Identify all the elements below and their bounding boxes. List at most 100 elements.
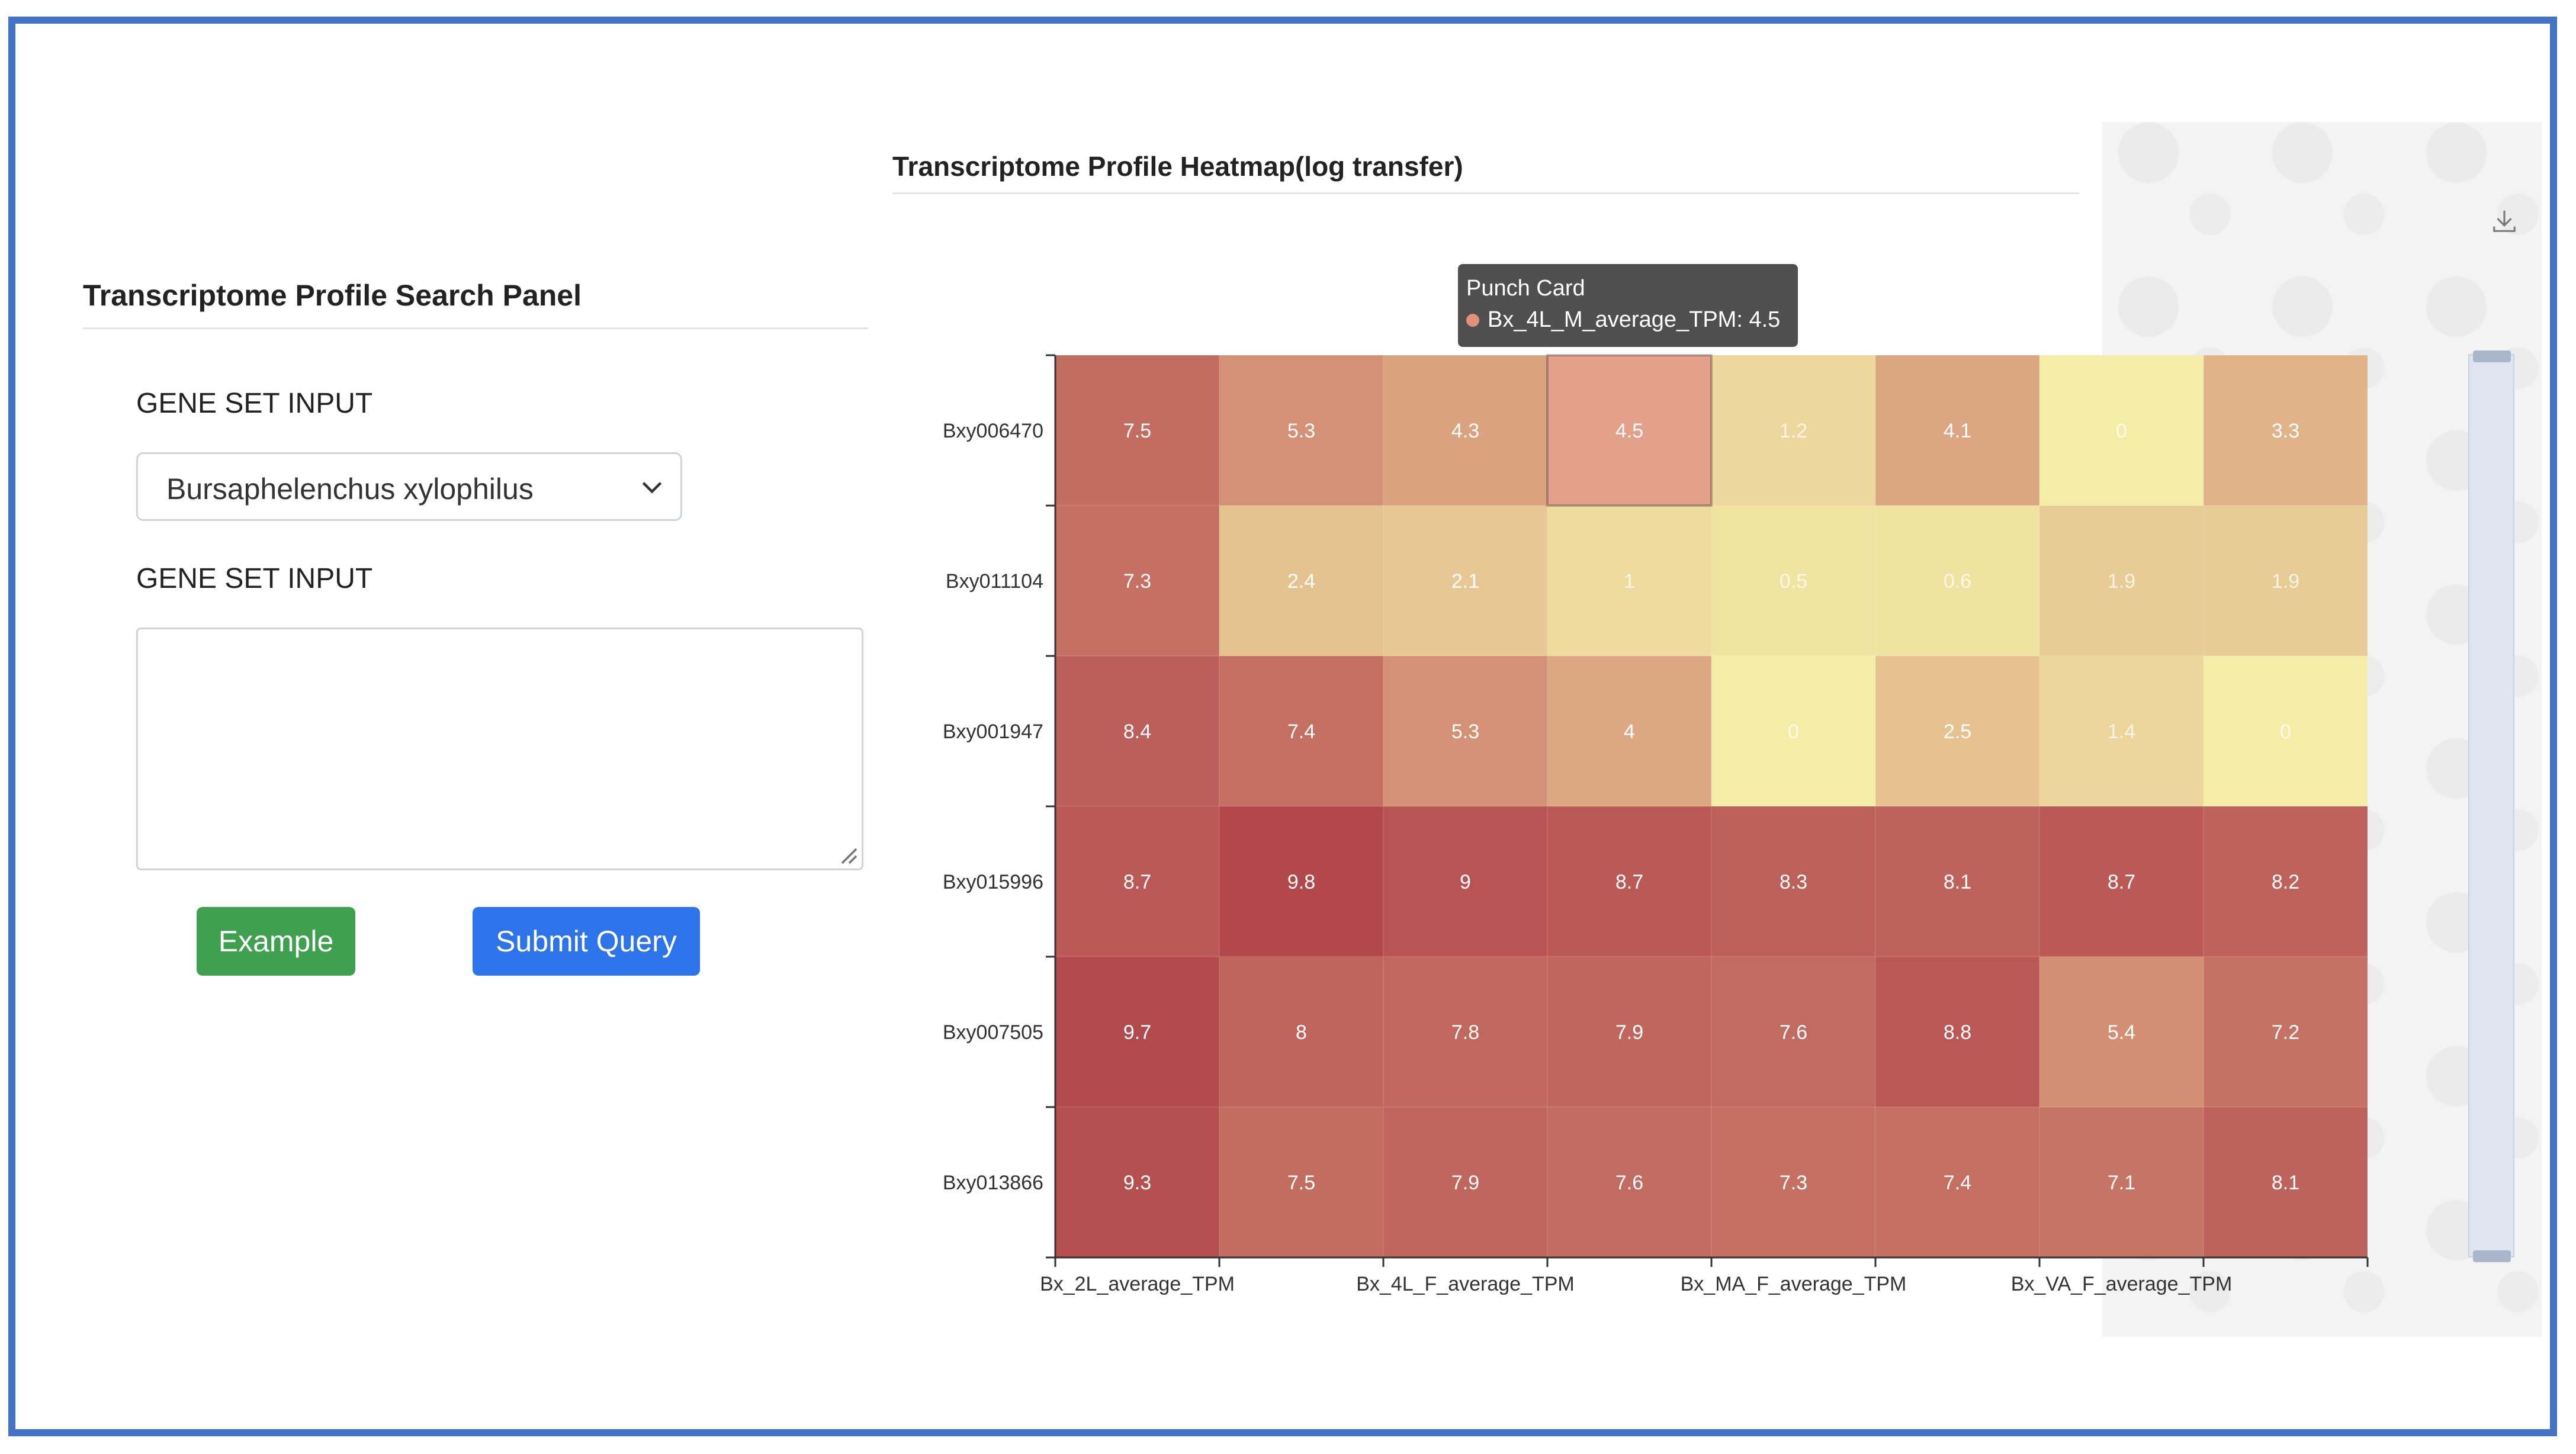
heatmap-cell-label: 7.3 (1123, 570, 1151, 593)
heatmap-cell[interactable] (1547, 655, 1712, 807)
heatmap-tooltip: Punch Card Bx_4L_M_average_TPM: 4.5 (1458, 264, 1798, 347)
species-select[interactable]: Bursaphelenchus xylophilus (136, 452, 682, 521)
heatmap-cell-label: 1.2 (1780, 420, 1807, 442)
heatmap-cell[interactable] (1055, 956, 1220, 1108)
heatmap-cell-label: 9.3 (1123, 1172, 1151, 1194)
heatmap-cell-label: 7.9 (1451, 1172, 1479, 1194)
heatmap-cell-label: 3.3 (2272, 420, 2299, 442)
heatmap-cell-label: 8.3 (1780, 871, 1807, 893)
submit-query-button[interactable]: Submit Query (473, 907, 700, 976)
tooltip-separator: : (1736, 307, 1749, 332)
heatmap-cell-label: 7.1 (2108, 1172, 2135, 1194)
search-panel-title: Transcriptome Profile Search Panel (83, 279, 582, 312)
heatmap-cell[interactable] (2039, 655, 2204, 807)
heatmap-cell-label: 5.3 (1287, 420, 1315, 442)
y-tick-label: Bxy015996 (943, 871, 1043, 893)
heatmap-cell[interactable] (2203, 1106, 2368, 1258)
heatmap-cell[interactable] (1711, 505, 1876, 657)
heatmap-cell[interactable] (1383, 806, 1548, 957)
heatmap-cell[interactable] (1875, 655, 2040, 807)
heatmap-cell-label: 8.4 (1123, 720, 1151, 743)
tooltip-series-dot (1466, 313, 1479, 327)
heatmap-cell-label: 7.4 (1287, 720, 1315, 743)
heatmap-title: Transcriptome Profile Heatmap(log transf… (892, 151, 1463, 182)
heatmap-cell-label: 8.7 (1123, 871, 1151, 893)
heatmap-cell-label: 4.3 (1451, 420, 1479, 442)
heatmap-cell-label: 1 (1624, 570, 1635, 593)
heatmap-cell[interactable] (2203, 355, 2368, 506)
heatmap-cell-label: 8.2 (2272, 871, 2299, 893)
heatmap-cell[interactable] (1219, 956, 1384, 1108)
heatmap-cell-label: 1.4 (2108, 720, 2135, 743)
y-tick-label: Bxy011104 (946, 570, 1043, 593)
heatmap-cell[interactable] (1875, 806, 2040, 957)
heatmap-cell-label: 8 (1296, 1021, 1307, 1044)
heatmap-cell[interactable] (1711, 956, 1876, 1108)
heatmap-cell[interactable] (2039, 505, 2204, 657)
heatmap-cell[interactable] (1875, 956, 2040, 1108)
gene-set-textarea[interactable] (136, 628, 863, 870)
heatmap-cell[interactable] (2203, 956, 2368, 1108)
tooltip-series-name: Bx_4L_M_average_TPM (1488, 307, 1737, 332)
heatmap-cell-label: 4 (1624, 720, 1635, 743)
heatmap-cell[interactable] (2039, 355, 2204, 506)
heatmap-cell[interactable] (1547, 505, 1712, 657)
heatmap-cell[interactable] (1711, 655, 1876, 807)
heatmap-cell-label: 0 (1788, 720, 1799, 743)
heatmap-cell-label: 8.7 (1615, 871, 1643, 893)
heatmap-cell[interactable] (1219, 355, 1384, 506)
heatmap-cell-label: 4.1 (1944, 420, 1971, 442)
x-tick-label: Bx_MA_F_average_TPM (1681, 1273, 1907, 1295)
heatmap-cell-label: 9.8 (1287, 871, 1315, 893)
heatmap-cell-label: 1.9 (2272, 570, 2299, 593)
heatmap-cell[interactable] (2203, 655, 2368, 807)
download-icon[interactable] (2491, 207, 2518, 234)
heatmap-cell-label: 7.6 (1780, 1021, 1807, 1044)
heatmap-cell[interactable] (1219, 806, 1384, 957)
heatmap-cell[interactable] (2039, 956, 2204, 1108)
y-tick-label: Bxy006470 (943, 420, 1043, 442)
heatmap-cell-label: 1.9 (2108, 570, 2135, 593)
datazoom-top-handle[interactable] (2473, 350, 2511, 362)
species-label: GENE SET INPUT (136, 388, 373, 419)
heatmap-cell-label: 8.7 (2108, 871, 2135, 893)
heatmap-cell-label: 2.5 (1944, 720, 1971, 743)
heatmap-cell[interactable] (1383, 655, 1548, 807)
heatmap-cell[interactable] (1711, 806, 1876, 957)
heatmap-cell[interactable] (2203, 806, 2368, 957)
chevron-down-icon (642, 482, 662, 494)
tooltip-value: 4.5 (1749, 307, 1781, 332)
heatmap-cell[interactable] (1547, 806, 1712, 957)
heatmap-cell[interactable] (1875, 1106, 2040, 1258)
x-tick-label: Bx_4L_F_average_TPM (1356, 1273, 1575, 1295)
heatmap-cell[interactable] (1383, 956, 1548, 1108)
heatmap-cell-label: 9.7 (1123, 1021, 1151, 1044)
heatmap-cell[interactable] (1875, 355, 2040, 506)
heatmap-cell[interactable] (2039, 806, 2204, 957)
resize-grip-icon[interactable] (837, 844, 858, 865)
x-tick-label: Bx_2L_average_TPM (1040, 1273, 1235, 1295)
heatmap-cell-label: 7.5 (1123, 420, 1151, 442)
tooltip-title: Punch Card (1466, 276, 1585, 301)
heatmap-cell-label: 0 (2116, 420, 2127, 442)
example-button[interactable]: Example (197, 907, 355, 976)
heatmap-cell[interactable] (1547, 1106, 1712, 1258)
heatmap-cell[interactable] (1711, 355, 1876, 506)
heatmap-cell-label: 8.8 (1944, 1021, 1971, 1044)
heatmap-cell[interactable] (1875, 505, 2040, 657)
heatmap-cell[interactable] (1055, 355, 1220, 506)
heatmap-cell[interactable] (1219, 505, 1384, 657)
heatmap-cell-label: 0.6 (1944, 570, 1971, 593)
heatmap-cell-label: 8.1 (2272, 1172, 2299, 1194)
heatmap-cell[interactable] (1711, 1106, 1876, 1258)
heatmap-cell[interactable] (1383, 505, 1548, 657)
heatmap-cell[interactable] (1055, 505, 1220, 657)
heatmap-cell[interactable] (1219, 655, 1384, 807)
datazoom-bottom-handle[interactable] (2473, 1250, 2511, 1262)
heatmap-cell[interactable] (1383, 355, 1548, 506)
heatmap-cell-label: 7.5 (1287, 1172, 1315, 1194)
heatmap-cell[interactable] (1383, 1106, 1548, 1258)
heatmap-cell-label: 0 (2280, 720, 2291, 743)
datazoom-slider-track[interactable] (2468, 354, 2514, 1257)
